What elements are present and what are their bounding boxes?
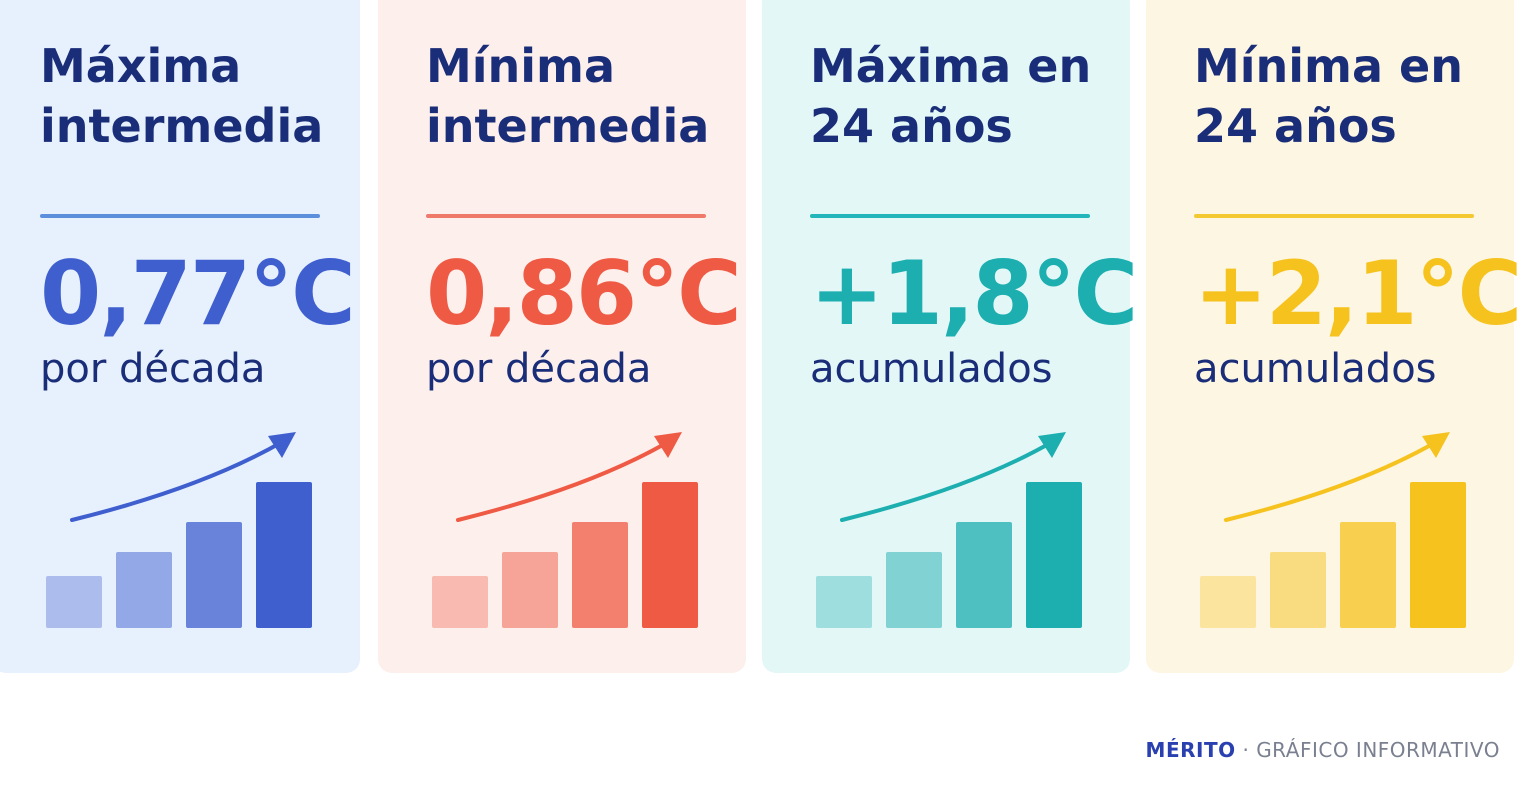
card-title: Mínima intermedia bbox=[426, 39, 710, 153]
trend-icon bbox=[816, 432, 1082, 628]
card-value: +2,1°C bbox=[1194, 242, 1522, 345]
icon-bar bbox=[186, 522, 242, 628]
divider bbox=[1194, 214, 1474, 218]
divider bbox=[426, 214, 706, 218]
card-subtitle: acumulados bbox=[1194, 346, 1437, 392]
card-title: Máxima intermedia bbox=[40, 39, 324, 153]
brand: MÉRITO bbox=[1145, 738, 1236, 762]
icon-bar bbox=[1410, 482, 1466, 628]
icon-arrowhead bbox=[1422, 432, 1450, 458]
icon-bar bbox=[256, 482, 312, 628]
icon-arrow bbox=[456, 440, 670, 522]
card-value: 0,86°C bbox=[426, 242, 742, 345]
card-value: +1,8°C bbox=[810, 242, 1138, 345]
card: Máxima intermedia 0,77°C por década bbox=[0, 0, 360, 673]
divider bbox=[810, 214, 1090, 218]
icon-bar bbox=[886, 552, 942, 628]
icon-bar bbox=[956, 522, 1012, 628]
icon-bar bbox=[116, 552, 172, 628]
card-subtitle: acumulados bbox=[810, 346, 1053, 392]
card-value: 0,77°C bbox=[40, 242, 356, 345]
icon-arrow bbox=[840, 440, 1054, 522]
icon-bar bbox=[46, 576, 102, 628]
card-subtitle: por década bbox=[40, 346, 266, 392]
divider bbox=[40, 214, 320, 218]
trend-icon bbox=[1200, 432, 1466, 628]
card-title: Mínima en 24 años bbox=[1194, 39, 1463, 153]
card-subtitle: por década bbox=[426, 346, 652, 392]
icon-bar bbox=[572, 522, 628, 628]
icon-arrow bbox=[1224, 440, 1438, 522]
trend-icon bbox=[46, 432, 312, 628]
card: Mínima en 24 años +2,1°C acumulados bbox=[1146, 0, 1522, 673]
separator: · bbox=[1242, 738, 1257, 762]
icon-arrowhead bbox=[268, 432, 296, 458]
card: Mínima intermedia 0,86°C por década bbox=[378, 0, 746, 673]
icon-bar bbox=[1026, 482, 1082, 628]
icon-arrow bbox=[70, 440, 284, 522]
trend-icon bbox=[432, 432, 698, 628]
icon-arrowhead bbox=[654, 432, 682, 458]
icon-arrowhead bbox=[1038, 432, 1066, 458]
footer: MÉRITO · GRÁFICO INFORMATIVO bbox=[1146, 738, 1500, 762]
icon-bar bbox=[1340, 522, 1396, 628]
icon-bar bbox=[816, 576, 872, 628]
card-title: Máxima en 24 años bbox=[810, 39, 1092, 153]
icon-bar bbox=[1270, 552, 1326, 628]
footer-label: GRÁFICO INFORMATIVO bbox=[1256, 738, 1500, 762]
icon-bar bbox=[432, 576, 488, 628]
icon-bar bbox=[642, 482, 698, 628]
icon-bar bbox=[1200, 576, 1256, 628]
icon-bar bbox=[502, 552, 558, 628]
card: Máxima en 24 años +1,8°C acumulados bbox=[762, 0, 1138, 673]
